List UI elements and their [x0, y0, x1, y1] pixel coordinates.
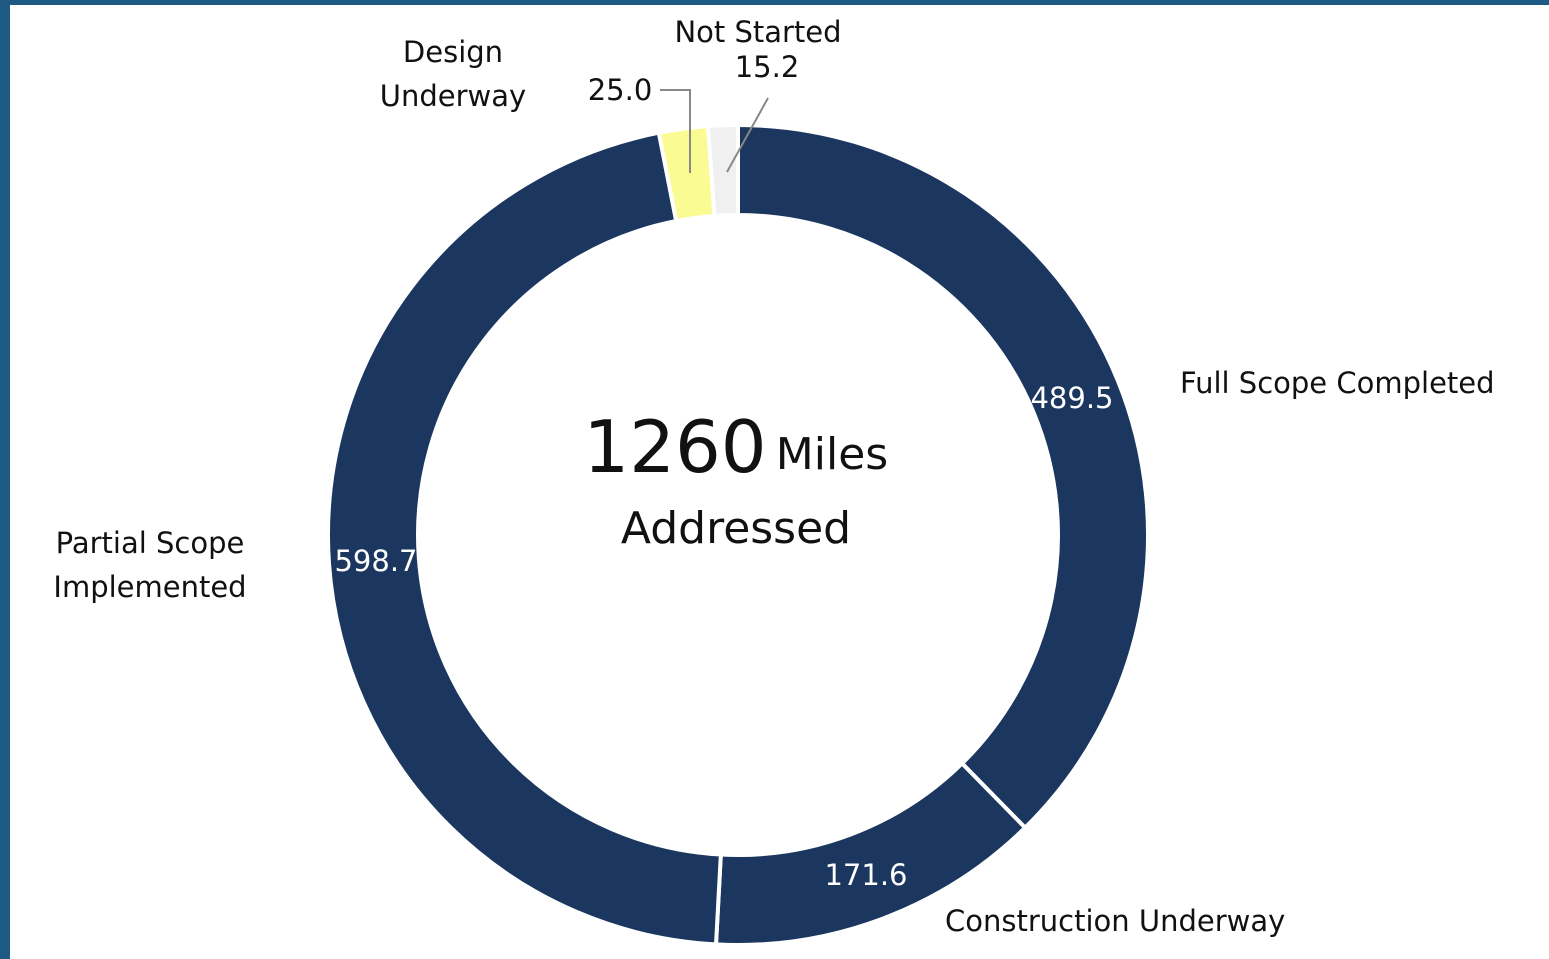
category-label: Not Started: [674, 15, 842, 49]
center-unit: Miles: [775, 429, 889, 480]
donut-canvas: [326, 89, 1150, 947]
value-label: 171.6: [824, 858, 908, 892]
donut-segment: [736, 122, 1150, 831]
value-label: 489.5: [1030, 381, 1114, 415]
value-label: 25.0: [587, 73, 653, 107]
center-number: 1260: [583, 405, 767, 489]
donut-segment: [326, 130, 723, 947]
value-label: 15.2: [734, 50, 800, 84]
leader-line: [660, 89, 691, 173]
chart: 1260 Miles Addressed Full Scope Complete…: [10, 5, 1549, 959]
donut-segment: [705, 122, 740, 219]
leader-line: [726, 97, 769, 173]
category-label: Design Underway: [379, 35, 527, 113]
category-label: Construction Underway: [945, 904, 1286, 938]
value-label: 598.7: [334, 544, 418, 578]
category-label: Full Scope Completed: [1180, 366, 1495, 400]
category-label: Partial Scope Implemented: [53, 526, 247, 604]
center-caption: Addressed: [620, 503, 852, 554]
